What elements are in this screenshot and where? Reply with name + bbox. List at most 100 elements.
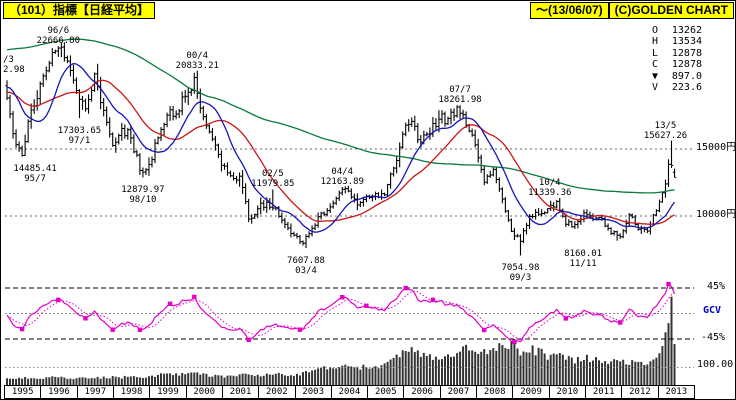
volume-bar	[93, 378, 96, 386]
volume-bar	[178, 375, 181, 386]
volume-bar	[531, 345, 534, 386]
volume-bar	[54, 376, 57, 386]
quote-volume: V 223.6	[652, 82, 702, 93]
volume-bar	[223, 377, 226, 386]
volume-bar	[214, 374, 217, 386]
volume-bar	[601, 363, 603, 386]
volume-bar	[507, 349, 510, 386]
year-label-2005: 2005	[368, 386, 405, 398]
volume-bar	[6, 378, 8, 386]
volume-bar	[486, 354, 489, 386]
volume-bar	[57, 377, 60, 386]
quote-low: L 12878	[652, 48, 702, 59]
volume-bar	[102, 376, 105, 386]
volume-bar	[480, 351, 483, 386]
volume-bar	[175, 373, 178, 386]
volume-bar	[380, 365, 383, 386]
quote-change-value: 897.0	[671, 70, 702, 82]
volume-bar	[450, 356, 452, 386]
volume-bar	[271, 374, 274, 386]
volume-bar	[522, 351, 525, 386]
volume-bar	[570, 357, 573, 386]
volume-bar	[302, 372, 304, 386]
gcv-marker	[137, 327, 143, 332]
gcv-marker	[19, 326, 25, 332]
volume-bar	[154, 376, 156, 386]
volume-bar	[329, 367, 332, 386]
volume-bar	[75, 378, 78, 386]
volume-bar	[259, 376, 262, 386]
gcv-marker	[403, 285, 408, 291]
volume-bar	[202, 373, 205, 386]
volume-bar	[619, 361, 622, 386]
year-label-2011: 2011	[586, 386, 623, 398]
volume-bar	[326, 369, 329, 386]
volume-bar	[45, 377, 48, 386]
ma-line-24m	[6, 79, 675, 225]
volume-bar	[546, 359, 549, 386]
volume-bar	[589, 362, 591, 386]
gcv-marker	[340, 295, 345, 300]
gcv-marker	[83, 316, 88, 321]
year-label-2013: 2013	[665, 387, 688, 397]
volume-bar	[69, 378, 72, 386]
volume-bar	[42, 378, 45, 386]
volume-bars	[6, 296, 676, 386]
volume-bar	[314, 369, 317, 386]
volume-bar	[613, 359, 616, 386]
volume-bar	[646, 364, 649, 386]
volume-bar	[567, 356, 570, 386]
volume-bar	[643, 365, 646, 386]
gcv-marker	[246, 337, 251, 342]
gcv-marker	[430, 297, 436, 302]
gcv-marker	[192, 294, 197, 300]
volume-bar	[483, 349, 486, 386]
volume-bar	[386, 361, 389, 386]
volume-bar	[151, 375, 153, 386]
volume-bar	[525, 352, 528, 386]
volume-bar	[163, 373, 166, 386]
volume-bar	[661, 346, 664, 386]
volume-bar	[305, 371, 307, 386]
volume-bar	[299, 375, 301, 386]
volume-bar	[187, 373, 190, 386]
volume-bar	[395, 354, 398, 386]
volume-bar	[422, 352, 425, 386]
volume-bar	[652, 359, 655, 386]
volume-bar	[495, 350, 498, 386]
ohlc-quote-panel: O 13262 H 13534 L 12878 C 12878 ▼ 897.0 V 223.6	[652, 25, 702, 93]
volume-bar	[184, 374, 187, 386]
gcv-marker	[563, 316, 568, 321]
volume-bar	[169, 373, 172, 386]
quote-open-value: 13262	[671, 25, 702, 36]
volume-bar	[317, 368, 320, 386]
year-label-1998: 1998	[114, 386, 151, 398]
volume-bar	[335, 368, 338, 386]
volume-bar	[634, 361, 637, 386]
year-label-2006: 2006	[404, 386, 441, 398]
volume-bar	[265, 373, 268, 386]
volume-bar	[72, 379, 75, 386]
volume-bar	[235, 376, 238, 386]
volume-bar	[610, 361, 613, 386]
volume-bar	[670, 296, 673, 386]
volume-bar	[441, 359, 443, 386]
year-label-2001: 2001	[223, 386, 260, 398]
volume-bar	[172, 375, 175, 386]
volume-bar	[513, 339, 516, 386]
volume-bar	[60, 376, 63, 386]
volume-bar	[96, 376, 99, 386]
volume-bar	[356, 366, 359, 386]
volume-bar	[444, 356, 446, 386]
volume-bar	[78, 377, 81, 386]
volume-bar	[353, 367, 356, 386]
gcv-label: GCV	[703, 305, 722, 316]
volume-bar	[15, 378, 18, 386]
volume-bar	[132, 376, 135, 386]
volume-bar	[229, 375, 232, 386]
volume-bar	[48, 377, 51, 386]
volume-bar	[664, 332, 667, 386]
volume-bar	[320, 367, 323, 386]
year-label-1995: 1995	[5, 386, 42, 398]
volume-bar	[673, 344, 676, 386]
